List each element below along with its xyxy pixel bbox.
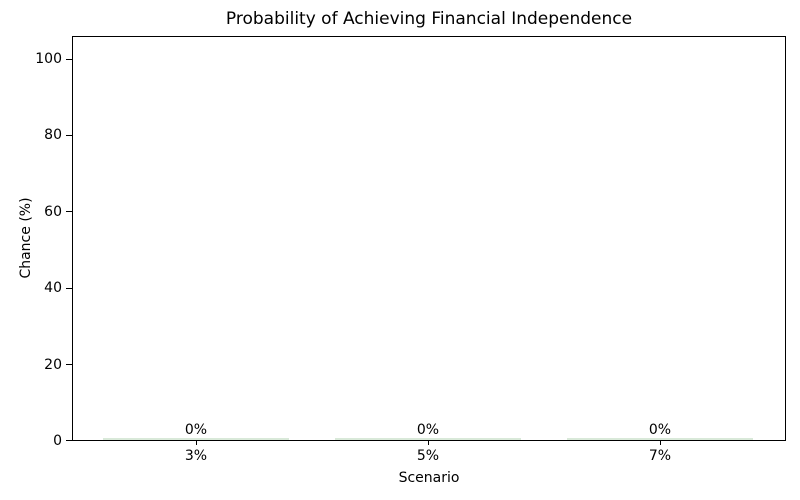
x-tick-label-3pct: 3%	[184, 448, 208, 464]
x-tick-mark	[196, 441, 197, 445]
x-tick-mark	[660, 441, 661, 445]
x-tick-mark	[428, 441, 429, 445]
y-tick-label-80: 80	[44, 127, 62, 143]
x-axis-label: Scenario	[398, 470, 460, 486]
bar-value-label-3pct: 0%	[184, 422, 208, 438]
y-tick-label-100: 100	[35, 51, 62, 67]
bar-value-label-7pct: 0%	[648, 422, 672, 438]
y-tick-mark	[66, 211, 72, 212]
y-tick-mark	[66, 440, 72, 441]
y-tick-label-0: 0	[53, 433, 62, 449]
x-tick-label-5pct: 5%	[416, 448, 440, 464]
y-tick-label-60: 60	[44, 204, 62, 220]
bar-scenario-3pct	[103, 438, 289, 440]
y-tick-mark	[66, 135, 72, 136]
plot-area	[72, 36, 786, 441]
y-tick-label-40: 40	[44, 280, 62, 296]
bar-scenario-7pct	[567, 438, 753, 440]
y-tick-mark	[66, 59, 72, 60]
x-tick-label-7pct: 7%	[648, 448, 672, 464]
chart-title: Probability of Achieving Financial Indep…	[225, 9, 633, 29]
y-tick-mark	[66, 364, 72, 365]
bar-scenario-5pct	[335, 438, 521, 440]
bar-value-label-5pct: 0%	[416, 422, 440, 438]
y-tick-mark	[66, 288, 72, 289]
y-tick-label-20: 20	[44, 357, 62, 373]
